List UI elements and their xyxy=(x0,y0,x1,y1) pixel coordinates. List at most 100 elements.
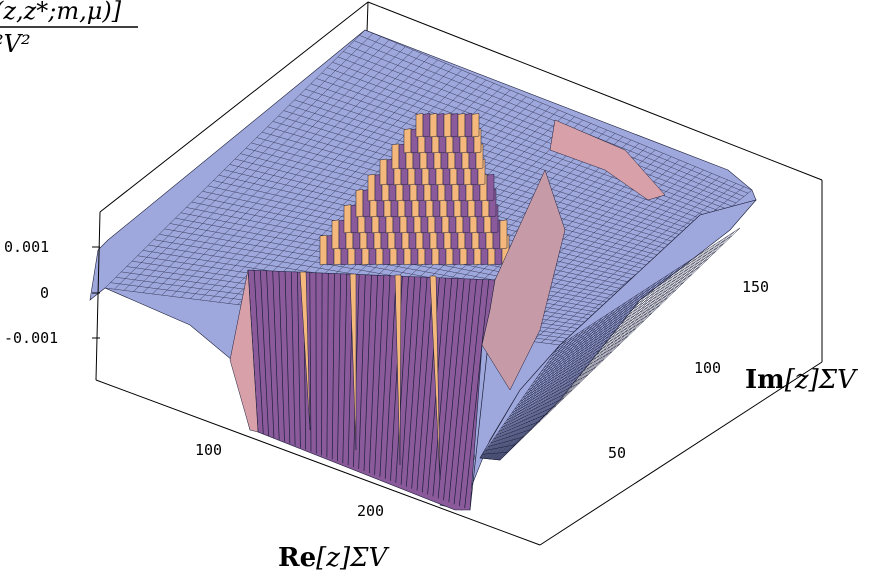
surface-mesh xyxy=(89,29,757,511)
wall-line xyxy=(260,270,269,436)
mesh-line xyxy=(493,262,687,460)
wall-line xyxy=(400,276,416,485)
wall-line xyxy=(363,274,372,472)
mesh-line xyxy=(481,333,579,459)
mesh-line xyxy=(540,183,737,343)
wall-line xyxy=(309,272,312,452)
mesh-line xyxy=(495,255,699,460)
wall-line xyxy=(272,270,280,440)
z-tick-labels: 0.001 0 -0.001 xyxy=(4,238,58,347)
ridge-face xyxy=(403,128,412,154)
wall-line xyxy=(432,278,453,497)
x-axis-label-rest: [z]ΣV xyxy=(316,543,389,573)
mesh-line xyxy=(489,290,645,460)
right-slope xyxy=(481,169,566,391)
y-tick-label: 150 xyxy=(742,278,769,296)
mesh-line xyxy=(495,251,705,460)
mesh-line xyxy=(499,227,741,461)
mesh-line xyxy=(190,59,438,299)
mesh-line xyxy=(485,309,615,459)
mesh-line xyxy=(491,278,663,460)
z-axis-label-denominator: ²V² xyxy=(0,30,31,58)
mesh-line xyxy=(487,298,633,459)
wall-line xyxy=(266,270,275,438)
ridge-face xyxy=(343,204,352,234)
ridge-face xyxy=(471,113,480,138)
mesh-line xyxy=(488,294,639,460)
wall-line xyxy=(342,273,348,464)
plot-box-front xyxy=(95,180,823,546)
mesh-line xyxy=(479,344,561,459)
mesh-line xyxy=(498,235,729,461)
wall-line xyxy=(326,273,329,458)
mesh-line xyxy=(180,56,430,298)
mesh-line xyxy=(161,49,414,296)
y-tick-label: 100 xyxy=(694,359,721,377)
wall-line xyxy=(290,271,296,446)
x-tick-labels: 100 200 xyxy=(195,441,384,520)
mesh-line xyxy=(481,337,573,459)
mesh-line xyxy=(484,317,603,459)
wall-highlight xyxy=(299,271,311,431)
mesh-line xyxy=(492,270,675,460)
wall-line xyxy=(297,271,301,448)
mesh-line xyxy=(480,340,567,459)
ridge-face xyxy=(415,113,424,138)
y-tick-label: 50 xyxy=(608,444,626,462)
wall-highlight xyxy=(394,274,402,466)
wall-line xyxy=(437,278,459,499)
y-axis-label-rest: [z]ΣV xyxy=(785,365,858,395)
z-tick-label: 0.001 xyxy=(4,238,49,256)
z-tick-label: -0.001 xyxy=(4,329,58,347)
x-axis-label-bold: Re xyxy=(278,543,316,573)
lower-right-grid xyxy=(479,227,741,461)
ridge-face xyxy=(379,158,388,186)
x-tick-label: 200 xyxy=(357,502,384,520)
mesh-line xyxy=(152,46,406,295)
wall-line xyxy=(368,275,379,473)
front-wall-lines xyxy=(247,269,496,511)
wall-line xyxy=(443,278,465,501)
wall-line xyxy=(278,271,285,442)
mesh-line xyxy=(104,29,366,289)
z-axis-ticks xyxy=(92,246,100,339)
ridge-face xyxy=(331,219,340,250)
mesh-line xyxy=(497,239,723,460)
wall-line xyxy=(353,274,360,468)
x-axis-label: Re[z]ΣV xyxy=(278,543,390,573)
mesh-line xyxy=(218,69,462,303)
z-axis-label-numerator: (z,z*;m,μ)] xyxy=(0,0,122,25)
wall-line xyxy=(331,273,335,460)
mesh-line xyxy=(487,301,627,459)
ridge-face xyxy=(422,113,431,138)
ridge-face xyxy=(367,173,376,202)
mesh-line xyxy=(142,43,398,293)
wall-line xyxy=(411,277,428,489)
wall-line xyxy=(379,275,391,477)
ridge-face xyxy=(486,173,495,202)
mesh-line xyxy=(483,325,591,459)
ridge-face xyxy=(391,143,400,170)
wall-highlight xyxy=(349,273,357,451)
wall-line xyxy=(416,277,434,491)
left-slope xyxy=(229,269,259,433)
mesh-line xyxy=(512,173,712,340)
oscillation-ridges xyxy=(319,113,510,266)
wall-line xyxy=(406,276,422,487)
wall-line xyxy=(384,275,397,479)
wall-line xyxy=(395,276,409,483)
wall-line xyxy=(284,271,291,444)
wall-line xyxy=(453,279,477,505)
mesh-line xyxy=(489,286,651,460)
wall-highlight xyxy=(429,275,441,481)
mesh-line xyxy=(491,274,669,460)
mesh-line xyxy=(521,176,720,341)
ridge-face xyxy=(429,113,438,138)
wall-line xyxy=(464,279,490,509)
mesh-line xyxy=(123,36,382,291)
mesh-line xyxy=(114,33,374,290)
ridge-face xyxy=(464,113,473,138)
x-tick-label: 100 xyxy=(195,441,222,459)
right-step-face xyxy=(549,119,666,201)
